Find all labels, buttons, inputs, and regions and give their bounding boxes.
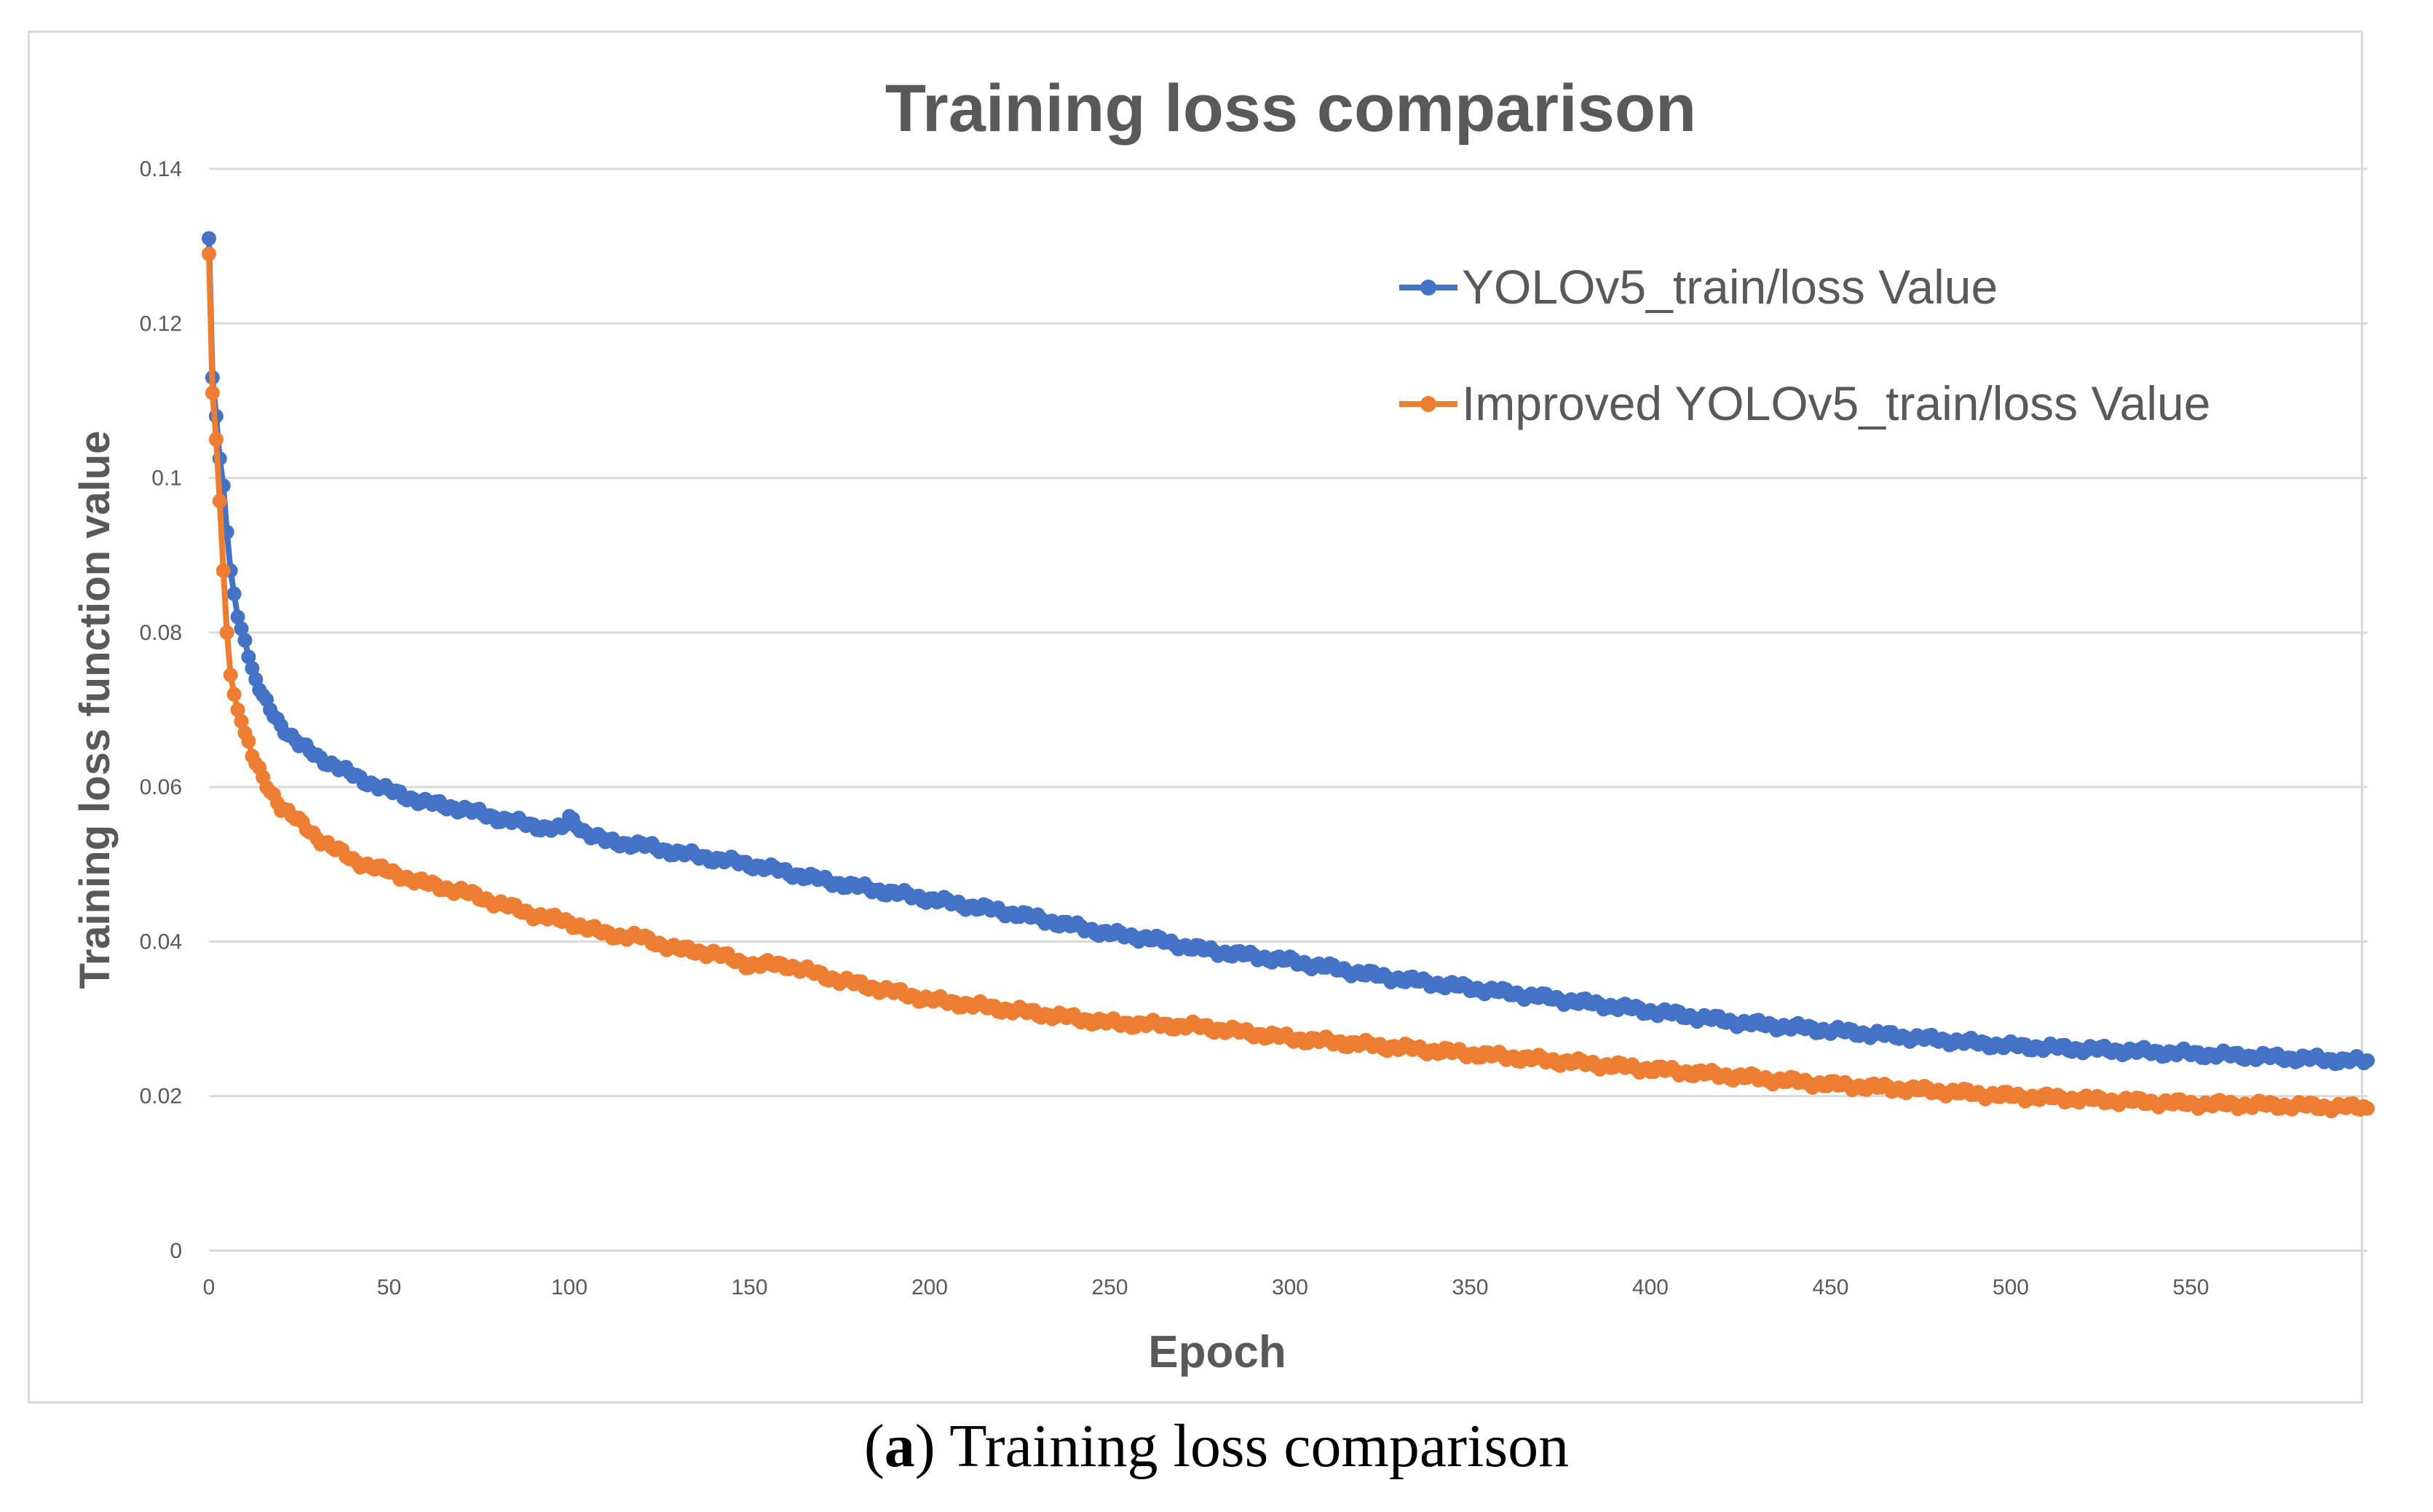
- data-point-1-0: [202, 246, 216, 261]
- data-point-0-0: [202, 231, 216, 246]
- x-tick-label-11: 550: [2172, 1275, 2209, 1299]
- data-point-1-4: [215, 563, 231, 578]
- x-tick-label-3: 150: [731, 1275, 767, 1299]
- caption-text: Training loss comparison: [935, 1412, 1570, 1480]
- x-tick-label-4: 200: [911, 1275, 948, 1299]
- series-0: [202, 231, 2375, 1072]
- data-point-1-7: [226, 686, 242, 702]
- legend-label-improved: Improved YOLOv5_train/loss Value: [1462, 376, 2210, 430]
- line-chart: Training loss comparison 0 0.02 0.04 0.06 0.…: [71, 71, 2375, 1377]
- y-tick-label-6: 0.12: [140, 312, 182, 336]
- data-point-1-9: [234, 713, 249, 729]
- caption-open-paren: (: [863, 1412, 885, 1480]
- data-point-0-10: [237, 633, 253, 648]
- x-tick-label-9: 450: [1812, 1275, 1848, 1299]
- y-tick-label-4: 0.08: [140, 621, 182, 645]
- legend-label-baseline: YOLOv5_train/loss Value: [1462, 260, 1998, 314]
- x-tick-label-2: 100: [551, 1275, 588, 1299]
- data-point-1-11: [241, 734, 256, 749]
- data-point-1-8: [230, 702, 245, 717]
- y-tick-label-1: 0.02: [140, 1085, 182, 1109]
- series-line-0: [206, 238, 2370, 1067]
- data-point-0-8: [230, 609, 245, 625]
- x-tick-label-8: 400: [1632, 1275, 1669, 1299]
- caption-close-paren: ): [914, 1412, 935, 1480]
- x-axis-label: Epoch: [1148, 1327, 1286, 1377]
- series-layer: [202, 231, 2375, 1119]
- y-tick-label-5: 0.1: [151, 467, 182, 491]
- data-point-1-5: [219, 625, 234, 640]
- data-point-1-6: [223, 668, 238, 683]
- data-point-1-2: [208, 432, 223, 447]
- legend: YOLOv5_train/loss Value Improved YOLOv5_…: [1399, 260, 2210, 430]
- data-point-1-3: [212, 494, 227, 509]
- x-tick-label-6: 300: [1272, 1275, 1308, 1299]
- data-point-0-11: [241, 649, 256, 665]
- x-tick-label-10: 500: [1993, 1275, 2029, 1299]
- x-tick-label-1: 50: [377, 1275, 401, 1299]
- x-tick-label-5: 250: [1091, 1275, 1128, 1299]
- series-1: [202, 246, 2375, 1119]
- caption-label: a: [884, 1412, 915, 1480]
- data-point-0-7: [226, 586, 242, 601]
- legend-marker-dot-improved: [1420, 396, 1436, 412]
- data-point-0-599: [2360, 1053, 2375, 1068]
- y-tick-label-2: 0.04: [140, 930, 182, 954]
- x-axis-ticks: 0 50 100 150 200 250 300 350 400 450 500 550: [203, 1275, 2210, 1299]
- y-tick-label-7: 0.14: [140, 157, 182, 181]
- legend-marker-dot-baseline: [1420, 280, 1436, 296]
- data-point-1-599: [2360, 1101, 2375, 1116]
- chart-title: Training loss comparison: [885, 71, 1696, 146]
- x-tick-label-7: 350: [1452, 1275, 1488, 1299]
- x-tick-label-0: 0: [203, 1275, 215, 1299]
- y-tick-label-3: 0.06: [140, 775, 182, 799]
- figure-caption: (a) Training loss comparison: [0, 1411, 2433, 1481]
- y-axis-label: Training loss function value: [71, 431, 119, 989]
- y-tick-label-0: 0: [170, 1239, 182, 1263]
- data-point-1-1: [205, 385, 220, 400]
- chart-frame: [28, 31, 2363, 1404]
- y-axis-ticks: 0 0.02 0.04 0.06 0.08 0.1 0.12 0.14: [140, 157, 182, 1263]
- data-point-0-9: [234, 621, 249, 636]
- data-point-0-12: [245, 661, 260, 676]
